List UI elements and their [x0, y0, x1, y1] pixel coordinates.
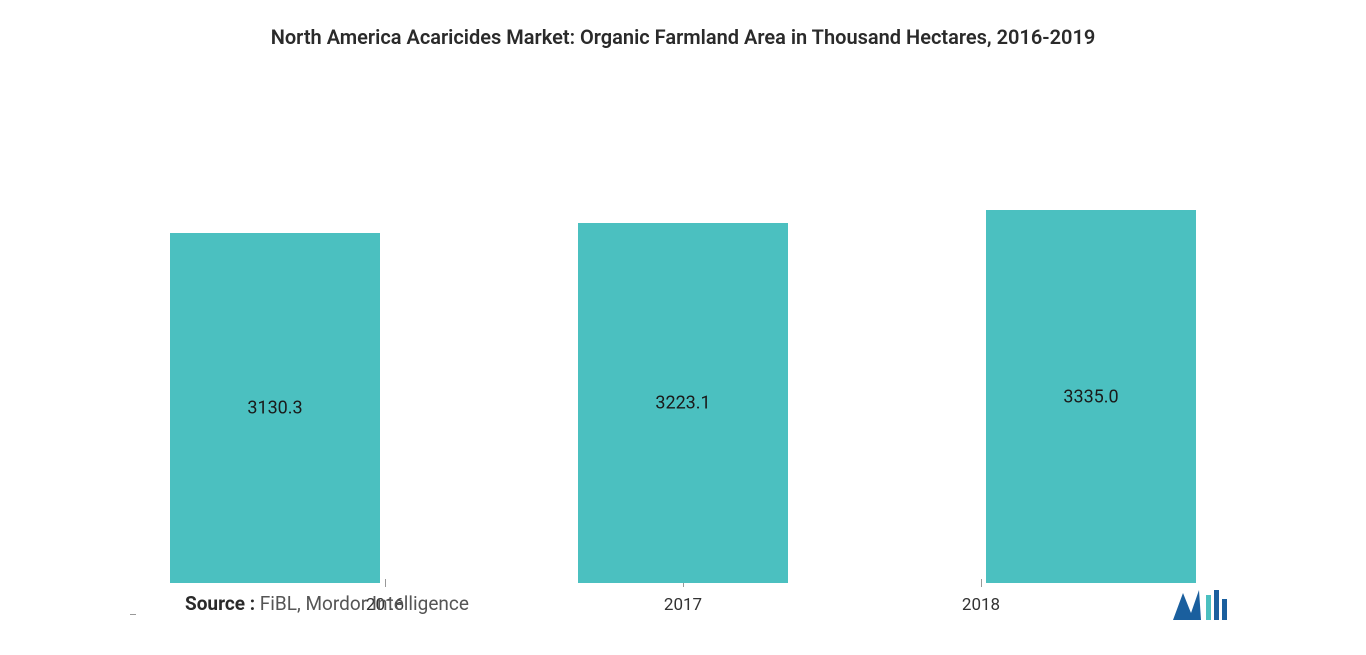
- bar-group: 3335.0: [986, 210, 1196, 583]
- x-axis-label: 2017: [578, 595, 788, 615]
- bar-group: 3223.1: [578, 223, 788, 583]
- bar-value-label: 3335.0: [1063, 386, 1118, 407]
- bars-row: 3130.3 3223.1 3335.0: [170, 89, 1196, 583]
- source-text: FiBL, Mordor Intelligence: [255, 592, 469, 615]
- mordor-logo: [1171, 585, 1231, 625]
- plot-area: 3130.33223.13335.0 201620172018: [60, 89, 1306, 615]
- logo-bar-2: [1214, 590, 1219, 620]
- chart-container: North America Acaricides Market: Organic…: [0, 0, 1366, 655]
- bar-value-label: 3223.1: [655, 392, 710, 413]
- logo-bar-1: [1206, 595, 1211, 620]
- bar: 3130.3: [170, 233, 380, 583]
- x-axis-label: 2018: [876, 595, 1086, 615]
- bar-value-label: 3130.3: [247, 398, 302, 419]
- bar: 3223.1: [578, 223, 788, 583]
- y-tick: [130, 614, 136, 615]
- source-label: Source :: [185, 592, 255, 615]
- logo-bar-3: [1222, 599, 1227, 620]
- chart-title: North America Acaricides Market: Organic…: [60, 25, 1306, 49]
- bar-group: 3130.3: [170, 233, 380, 583]
- logo-mountain-icon: [1173, 590, 1201, 620]
- source-attribution: Source : FiBL, Mordor Intelligence: [185, 592, 469, 615]
- bar: 3335.0: [986, 210, 1196, 583]
